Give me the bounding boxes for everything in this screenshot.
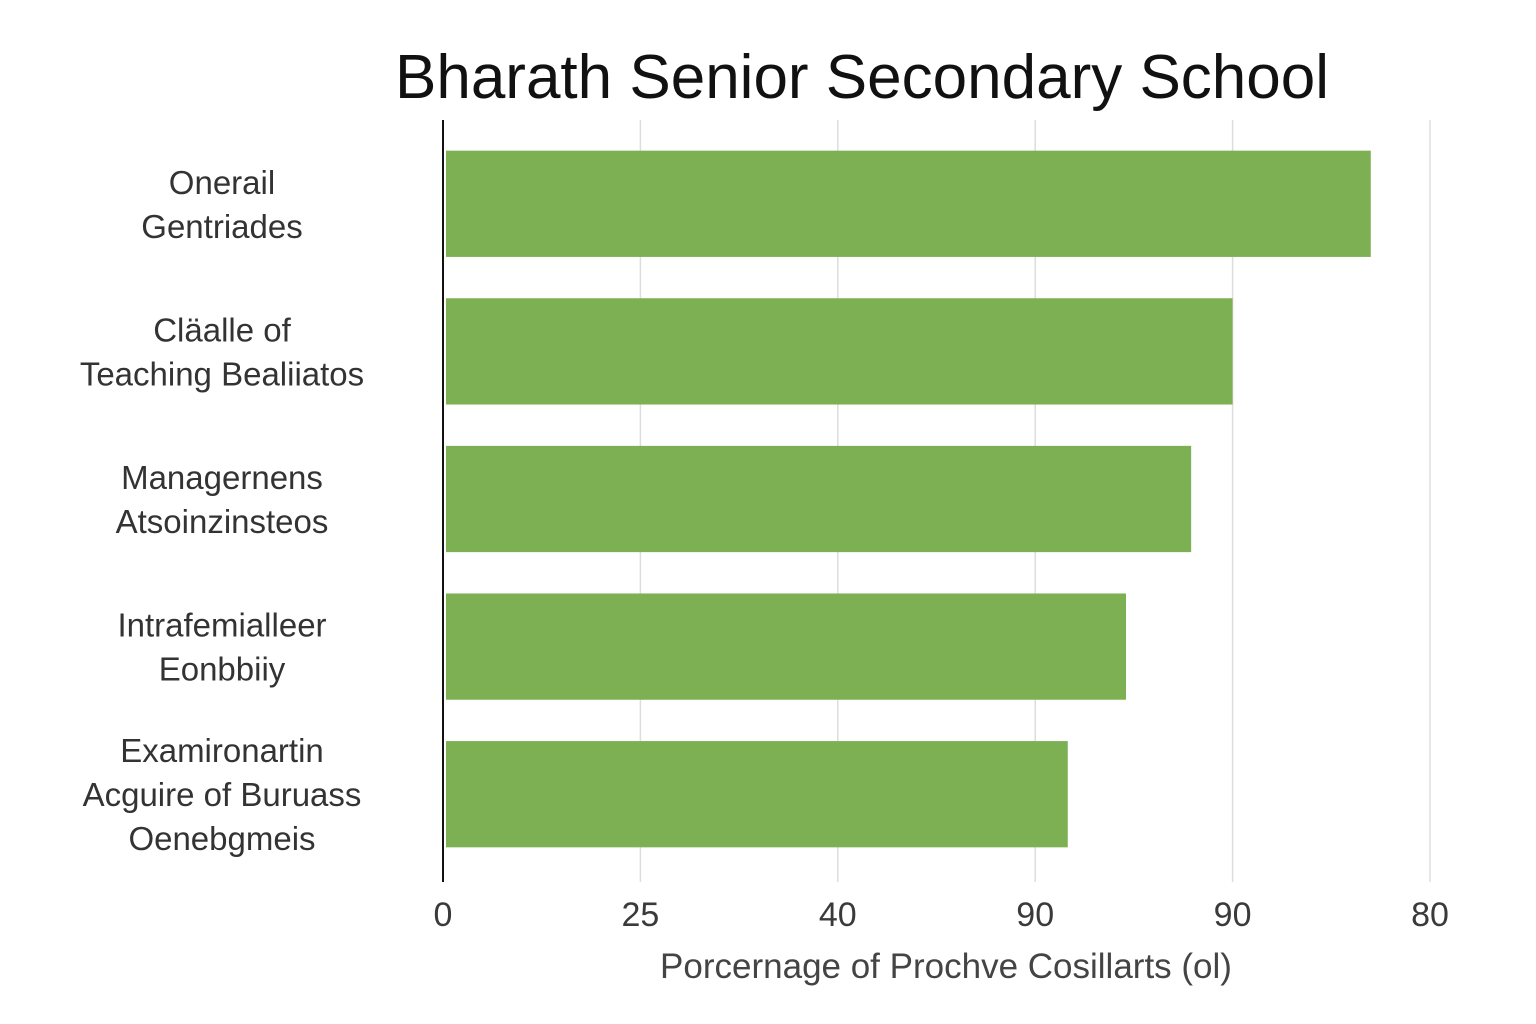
x-tick-label: 25: [621, 896, 659, 934]
bar: [446, 445, 1192, 553]
x-tick-label: 80: [1411, 896, 1449, 934]
category-labels: Onerail Gentriades Cläalle of Teaching Beal…: [80, 164, 364, 857]
category-label: Onerail Gentriades: [141, 164, 302, 245]
chart-title: Bharath Senior Secondary School: [395, 43, 1329, 112]
bars: [446, 150, 1371, 848]
bar: [446, 741, 1068, 848]
category-label: Cläalle of Teaching Bealiiatos: [80, 311, 364, 392]
bar: [446, 298, 1233, 405]
category-label: Examironartin Acguire of Buruass Oenebgmei…: [83, 732, 362, 857]
x-tick-label: 0: [434, 896, 453, 934]
x-tick-label: 90: [1016, 896, 1054, 934]
x-tick-label: 90: [1214, 896, 1252, 934]
x-axis-title: Porcernage of Prochve Cosillarts (ol): [660, 947, 1232, 986]
x-tick-labels: 0 25 40 90 90 80: [434, 896, 1449, 934]
x-tick-label: 40: [819, 896, 857, 934]
bar: [446, 150, 1371, 257]
bar: [446, 593, 1127, 700]
category-label: Managernens Atsoinzinsteos: [116, 459, 329, 540]
category-label: Intrafemialleer Eonbbiiy: [117, 607, 326, 688]
